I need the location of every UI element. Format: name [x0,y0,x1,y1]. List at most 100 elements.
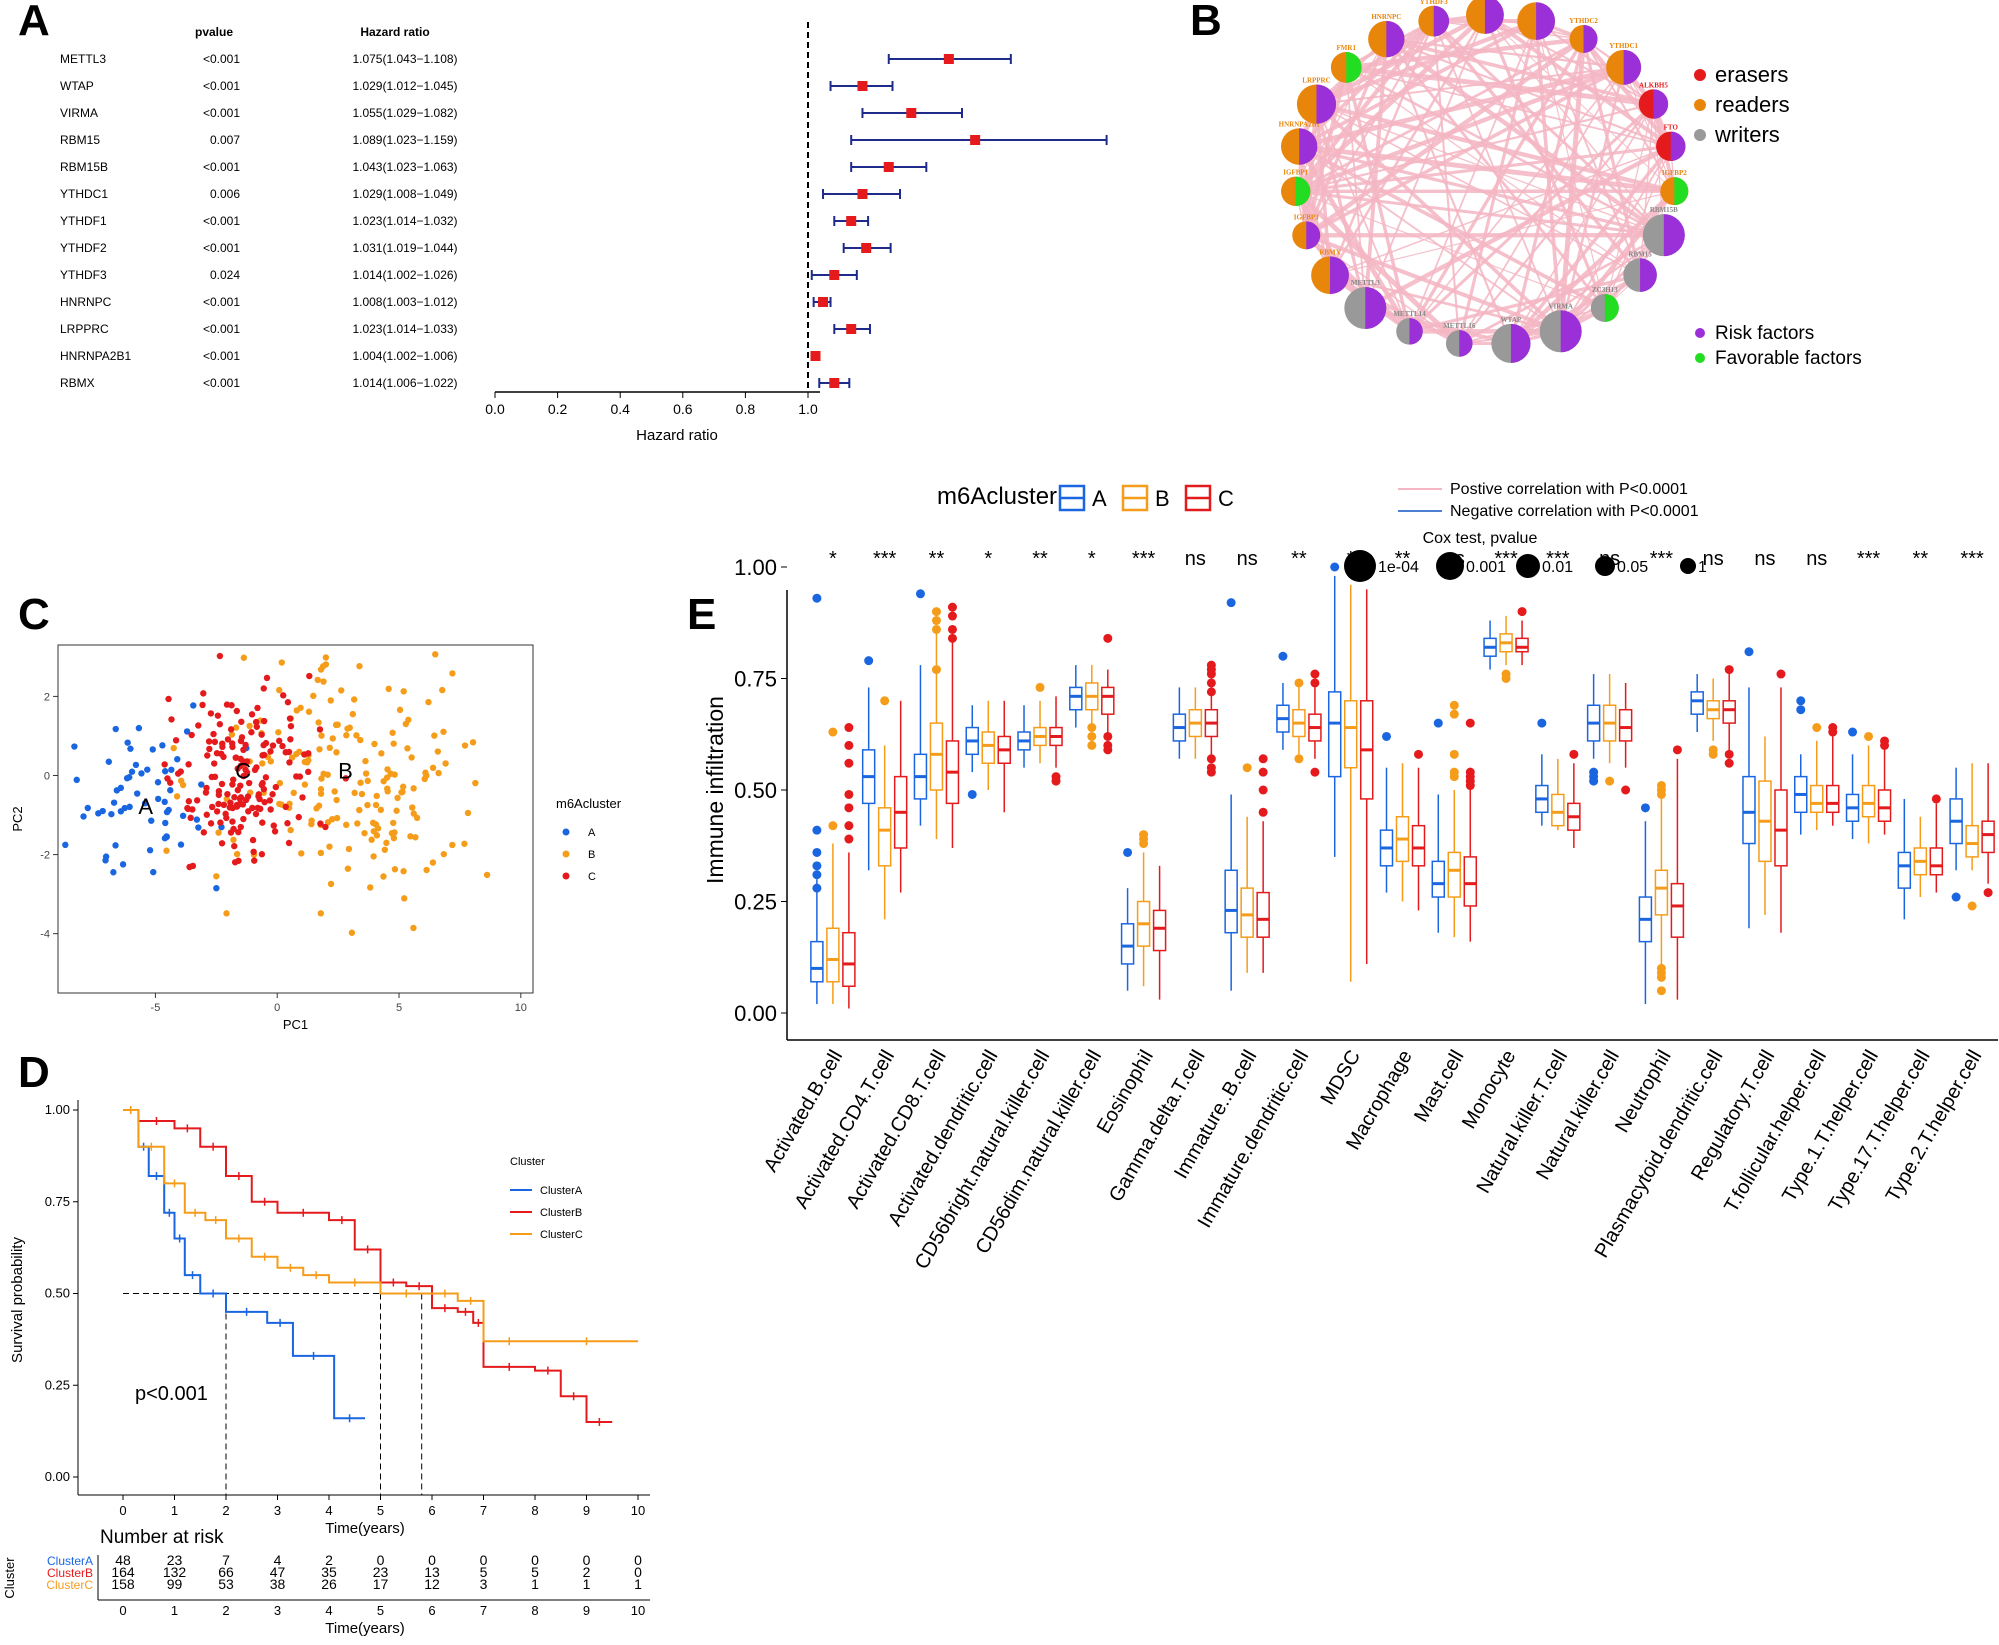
scatter-point [357,736,364,744]
scatter-point [404,745,411,752]
scatter-point [305,768,312,776]
legend-title: m6Acluster [556,796,622,811]
scatter-point [211,773,219,781]
scatter-point [259,819,266,826]
pvalue-label: <0.001 [203,52,240,66]
scatter-point [230,825,237,833]
correlation-edge [1293,19,1436,193]
box [1240,887,1254,938]
correlation-edge [1432,20,1562,332]
scatter-point [271,828,279,835]
scatter-point [429,859,437,866]
scatter-point [368,836,375,843]
risk-x-tick-label: 8 [531,1603,538,1618]
scatter-point [229,781,236,788]
size-legend-dot [1344,550,1376,582]
network-node-factor [1674,177,1689,206]
scatter-point [308,820,315,828]
scatter-point [409,804,416,811]
correlation-edge [1294,189,1461,346]
correlation-edge [1316,66,1624,106]
box [826,927,840,983]
scatter-point [298,850,305,857]
scatter-point [315,719,322,726]
significance-label: *** [1132,548,1156,570]
scatter-point [344,865,352,872]
outlier-point [844,821,854,831]
outlier-point [1294,754,1304,764]
panel-label-d: D [18,1048,50,1097]
pvalue-label: <0.001 [203,295,240,309]
scatter-point [121,804,128,812]
outlier-point [1983,888,1993,898]
scatter-point [317,820,324,827]
outlier-point [844,834,854,844]
scatter-point [362,757,369,765]
box [1411,824,1426,867]
hr-label: 1.043(1.023−1.063) [352,160,457,174]
significance-label: ns [1185,548,1206,570]
scatter-point [227,726,235,733]
outlier-point [1569,749,1579,759]
correlation-edge [1581,37,1673,148]
gene-label: WTAP [60,79,94,93]
outlier-point [1864,731,1874,741]
legend-dot [562,828,570,836]
legend-label: ClusterC [540,1229,583,1241]
network-node-factor [1653,89,1669,119]
scatter-point [372,821,380,828]
risk-value: 1 [634,1576,642,1592]
scatter-point [410,924,417,932]
scatter-point [218,840,226,847]
size-legend-dot [1516,554,1540,578]
network-node-factor [1484,0,1504,34]
hr-label: 1.031(1.019−1.044) [352,241,457,255]
x-tick-label: 0 [274,1002,280,1014]
scatter-point [278,659,285,666]
network-node-factor [1306,221,1321,250]
correlation-edge [1559,145,1672,332]
scatter-point [393,807,400,814]
outlier-point [1103,731,1113,741]
scatter-point [245,808,252,815]
scatter-point [483,871,491,879]
gene-label: HNRNPC [60,295,112,309]
scatter-point [190,702,197,709]
gene-label: RBM15 [60,133,100,147]
scatter-point [167,787,174,794]
correlation-edge [1298,145,1562,333]
scatter-point [326,744,333,752]
scatter-point [301,781,309,788]
scatter-point [322,654,330,661]
outlier-point [1310,669,1320,679]
scatter-point [165,806,172,814]
scatter-point [370,853,377,860]
legend-factor-dot [1695,353,1705,363]
scatter-point [346,724,353,731]
y-tick-label: 2 [44,691,50,703]
outlier-point [1051,776,1061,786]
correlation-edge [1295,190,1606,309]
scatter-point [282,803,289,811]
outlier-point [1278,651,1288,661]
scatter-point [276,779,284,787]
scatter-point [349,710,357,718]
scatter-point [207,710,215,717]
scatter-point [240,746,247,754]
scatter-point [286,715,294,722]
scatter-point [240,772,247,780]
scatter-point [174,755,181,763]
scatter-point [295,813,302,821]
scatter-point [399,783,407,790]
outlier-point [947,624,957,634]
scatter-point [316,746,323,753]
box [842,931,856,987]
scatter-point [318,775,325,782]
risk-value: 0 [634,1564,642,1580]
scatter-point [288,754,296,761]
scatter-point [218,750,225,758]
pvalue-label: <0.001 [203,241,240,255]
pvalue-label: <0.001 [203,79,240,93]
scatter-point [327,697,334,704]
legend-type-dot [1694,129,1706,141]
